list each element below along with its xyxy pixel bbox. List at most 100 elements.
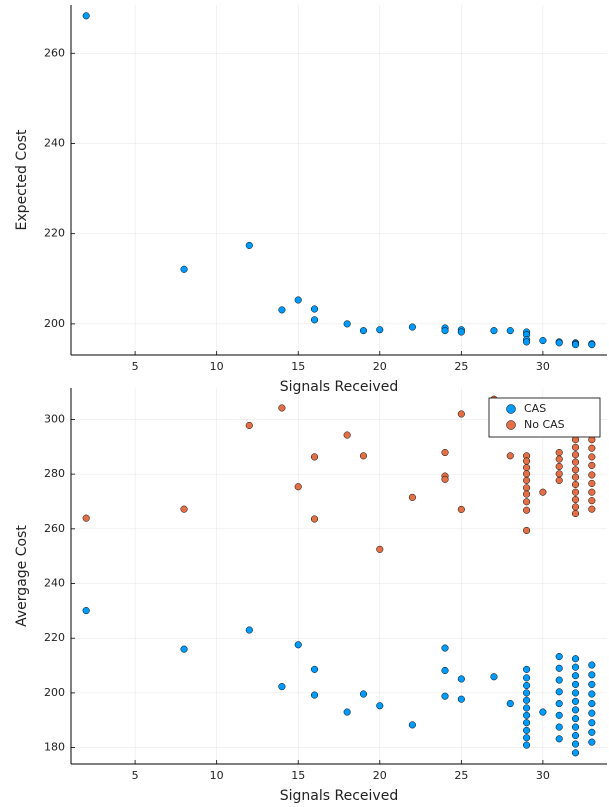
scatter-point (523, 665, 531, 673)
y-tick-label: 280 (44, 467, 65, 480)
scatter-point (571, 732, 580, 740)
scatter-point (245, 241, 253, 249)
legend-box (488, 397, 601, 438)
scatter-point (588, 505, 596, 513)
scatter-point (359, 690, 368, 698)
x-tick-label: 10 (210, 360, 224, 373)
scatter-point (571, 706, 580, 714)
scatter-point (523, 711, 531, 719)
scatter-point (555, 723, 563, 731)
scatter-point (523, 719, 531, 727)
x-axis-title: Signals Received (280, 788, 398, 804)
scatter-point (343, 708, 351, 716)
scatter-point (310, 316, 319, 324)
scatter-point (441, 475, 449, 483)
scatter-point (490, 673, 498, 681)
scatter-point (245, 626, 253, 634)
y-tick-label: 220 (44, 631, 65, 644)
scatter-point (571, 458, 580, 466)
scatter-point (310, 691, 319, 699)
scatter-point (523, 689, 531, 697)
scatter-point (571, 663, 580, 671)
scatter-point (523, 741, 531, 749)
scatter-point (523, 464, 531, 472)
legend-marker (506, 404, 516, 414)
scatter-point (588, 671, 596, 679)
scatter-point (539, 488, 547, 496)
legend-label: No CAS (524, 418, 565, 431)
scatter-point (571, 496, 580, 504)
y-tick-label: 180 (44, 741, 65, 754)
scatter-point (571, 473, 580, 481)
scatter-point (588, 488, 596, 496)
scatter-point (588, 728, 596, 736)
scatter-point (588, 738, 596, 746)
scatter-point (571, 509, 580, 518)
scatter-point (588, 719, 596, 727)
x-tick-label: 25 (454, 360, 468, 373)
scatter-point (343, 431, 351, 439)
scatter-point (523, 470, 531, 478)
scatter-point (571, 655, 580, 663)
scatter-point (523, 696, 531, 704)
x-tick-label: 30 (536, 360, 550, 373)
scatter-point (490, 327, 498, 335)
scatter-point (523, 674, 531, 682)
scatter-point (571, 451, 580, 459)
scatter-point (555, 455, 563, 463)
scatter-point (82, 607, 90, 615)
x-tick-label: 30 (536, 769, 550, 782)
y-tick-label: 240 (44, 577, 65, 590)
y-tick-label: 200 (44, 317, 65, 330)
scatter-point (571, 723, 580, 731)
scatter-point (180, 505, 188, 513)
legend-label: CAS (524, 402, 546, 415)
scatter-point (571, 689, 580, 697)
x-tick-label: 15 (291, 769, 305, 782)
scatter-point (555, 676, 563, 684)
scatter-point (523, 704, 531, 712)
scatter-point (571, 443, 580, 451)
scatter-point (506, 327, 514, 335)
scatter-point (523, 484, 531, 492)
scatter-point (555, 711, 563, 719)
scatter-point (523, 490, 531, 498)
scatter-point (571, 488, 580, 496)
x-tick-label: 5 (132, 360, 139, 373)
scatter-point (310, 305, 319, 313)
scatter-point (571, 341, 580, 349)
scatter-point (82, 12, 90, 20)
scatter-point (457, 328, 465, 336)
x-tick-label: 20 (373, 769, 387, 782)
scatter-point (523, 526, 531, 535)
scatter-point (441, 666, 449, 675)
scatter-point (343, 320, 351, 328)
scatter-point (571, 503, 580, 511)
scatter-point (555, 652, 563, 661)
scatter-point (555, 339, 563, 347)
scatter-point (571, 697, 580, 705)
scatter-point (555, 476, 563, 484)
scatter-point (588, 471, 596, 479)
scatter-point (555, 664, 563, 672)
scatter-point (539, 337, 547, 345)
scatter-point (441, 692, 449, 700)
scatter-point (588, 661, 596, 669)
scatter-point (555, 462, 563, 471)
y-axis-title: Avergage Cost (14, 525, 30, 627)
scatter-point (457, 695, 465, 703)
scatter-point (457, 505, 465, 513)
scatter-point (506, 700, 514, 708)
scatter-point (523, 476, 531, 484)
scatter-point (588, 709, 596, 717)
scatter-point (408, 721, 416, 729)
scatter-point (523, 681, 531, 690)
x-tick-label: 10 (210, 769, 224, 782)
scatter-point (457, 410, 465, 418)
scatter-point (294, 641, 302, 649)
scatter-point (310, 453, 319, 461)
y-tick-label: 220 (44, 227, 65, 240)
scatter-point (408, 493, 416, 501)
scatter-point (180, 265, 188, 273)
scatter-point (278, 683, 286, 691)
